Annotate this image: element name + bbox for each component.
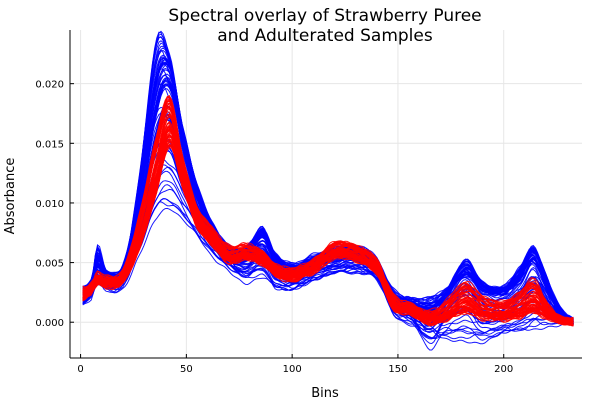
y-tick-label-0: 0.000 [35, 318, 64, 329]
tick-labels: 0 50 100 150 200 0.000 0.005 0.010 0.015 0.020 [35, 80, 513, 375]
grid-lines [70, 30, 582, 358]
adulterated-samples-line-59 [82, 127, 574, 327]
y-tick-label-4: 0.020 [35, 80, 64, 91]
strawberry-puree-line-66 [82, 198, 574, 340]
series-layer [82, 30, 574, 351]
strawberry-puree-line-38 [82, 188, 574, 351]
x-tick-label-4: 200 [494, 364, 513, 375]
x-tick-label-3: 150 [388, 364, 407, 375]
y-tick-label-2: 0.010 [35, 199, 64, 210]
axes [69, 30, 582, 359]
adulterated-samples-line-58 [82, 129, 574, 323]
adulterated-samples-line-54 [82, 107, 574, 323]
chart-title-line-2: and Adulterated Samples [217, 26, 433, 46]
adulterated-samples-series [82, 95, 574, 327]
adulterated-samples-line-57 [82, 144, 574, 326]
y-tick-label-3: 0.015 [35, 139, 64, 150]
x-tick-label-2: 100 [283, 364, 302, 375]
chart-title-line-1: Spectral overlay of Strawberry Puree [168, 6, 481, 26]
y-axis-label: Absorbance [3, 158, 18, 235]
x-tick-label-0: 0 [77, 364, 83, 375]
x-tick-label-1: 50 [180, 364, 193, 375]
adulterated-samples-line-49 [82, 95, 574, 323]
y-tick-label-1: 0.005 [35, 259, 64, 270]
strawberry-puree-line-47 [82, 184, 574, 335]
x-axis-label: Bins [311, 386, 339, 400]
